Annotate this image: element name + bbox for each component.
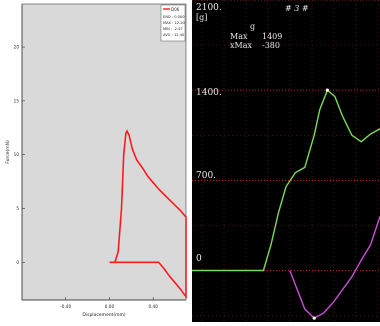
force-displacement-chart: 20 15 10 5 0 -0.40 0.00 0.40 D06 END : 0.000 M… xyxy=(5,3,187,318)
left-y-tick-label: 15 xyxy=(14,98,20,103)
left-plot-area xyxy=(21,3,187,301)
series-line-d06 xyxy=(109,129,187,300)
top-scale-value: 2100. xyxy=(196,3,222,13)
legend-avg: AVG : 12.40 xyxy=(163,33,185,37)
left-x-tick-label: -0.40 xyxy=(60,304,71,309)
right-plot-area xyxy=(192,0,380,322)
y-tick-1400: 1400. xyxy=(196,88,222,98)
acceleration-chart: 2100. [g] # 3 # g Max 1409 xMax -380 140… xyxy=(192,0,380,322)
legend-min: MIN : -2.47 xyxy=(163,27,183,31)
max-marker xyxy=(325,88,329,92)
xmax-value: -380 xyxy=(262,41,280,50)
legend-end: END : 0.000 xyxy=(163,15,185,19)
left-y-tick-label: 20 xyxy=(14,45,20,50)
left-y-tick-label: 10 xyxy=(14,152,20,157)
y-tick-700: 700. xyxy=(196,171,216,181)
left-x-tick-label: 0.40 xyxy=(149,304,159,309)
unit-g: g xyxy=(250,22,255,31)
left-x-tick-label: 0.00 xyxy=(105,304,115,309)
legend-box xyxy=(160,4,186,42)
legend-max: MAX : 12.20 xyxy=(163,21,186,25)
force-displacement-panel: 20 15 10 5 0 -0.40 0.00 0.40 D06 END : 0.000 M… xyxy=(0,0,190,322)
acceleration-panel: 2100. [g] # 3 # g Max 1409 xMax -380 140… xyxy=(192,0,380,322)
legend-series-name: D06 xyxy=(171,7,180,12)
max-label: Max xyxy=(230,32,248,41)
left-x-axis-label: Displacement(mm) xyxy=(82,312,125,318)
xmax-label: xMax xyxy=(230,41,252,50)
y-tick-0: 0 xyxy=(196,254,202,264)
left-y-tick-label: 0 xyxy=(16,260,19,265)
min-marker xyxy=(312,316,316,320)
unit-label: [g] xyxy=(196,13,207,22)
series-line-magenta xyxy=(289,216,380,319)
series-line-green xyxy=(192,89,380,272)
max-value: 1409 xyxy=(262,32,282,41)
left-y-tick-label: 5 xyxy=(16,206,19,211)
channel-label: # 3 # xyxy=(285,4,309,13)
left-y-axis-label: Force(mN) xyxy=(5,140,11,164)
